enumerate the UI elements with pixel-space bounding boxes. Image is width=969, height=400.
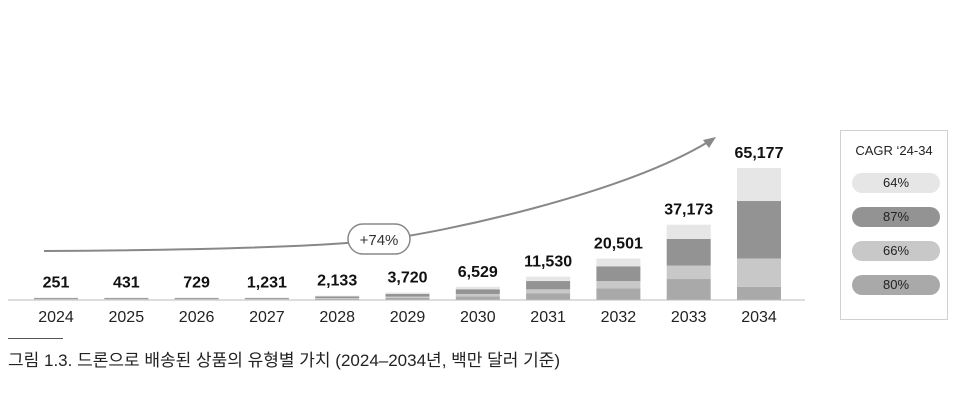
bar-2032-seg-2 <box>596 281 641 289</box>
bar-2029-seg-1 <box>385 297 430 300</box>
legend-item-4-label: 80% <box>882 277 910 292</box>
total-label-2031: 11,530 <box>524 254 572 271</box>
x-tick-2025: 2025 <box>109 309 145 326</box>
bar-2034-seg-4 <box>737 168 781 202</box>
legend-item-3-label: 66% <box>882 243 910 258</box>
bar-2034-seg-2 <box>737 258 781 287</box>
bar-2031-seg-4 <box>526 276 571 282</box>
x-tick-2029: 2029 <box>390 309 426 326</box>
x-tick-2030: 2030 <box>460 309 496 326</box>
bar-2032-seg-3 <box>596 266 641 282</box>
total-label-2033: 37,173 <box>664 202 713 219</box>
total-label-2030: 6,529 <box>458 264 498 281</box>
bar-2034-seg-1 <box>737 286 781 300</box>
bar-2032-seg-1 <box>596 288 641 300</box>
x-tick-2031: 2031 <box>530 309 566 326</box>
bar-2030-seg-1 <box>455 296 500 300</box>
x-tick-2026: 2026 <box>179 309 215 326</box>
bar-2031-seg-2 <box>526 289 571 294</box>
caption-rule <box>8 338 63 339</box>
labels-group: 251 2024 431 2025 729 2026 1,231 2027 2,133 2028 3… <box>38 145 783 326</box>
total-label-2034: 65,177 <box>735 145 784 162</box>
bar-2033-seg-1 <box>666 279 711 300</box>
x-tick-2033: 2033 <box>671 309 707 326</box>
legend-item-2: 87% <box>852 207 940 227</box>
bar-2027-seg-3 <box>244 297 289 299</box>
legend-title: CAGR ‘24-34 <box>855 143 933 158</box>
legend-item-1-label: 64% <box>882 175 910 190</box>
bar-2033-seg-3 <box>666 238 711 266</box>
bar-2029-seg-2 <box>385 296 430 298</box>
bar-2028-seg-2 <box>315 298 360 299</box>
total-label-2024: 251 <box>43 275 70 292</box>
figure-caption: 그림 1.3. 드론으로 배송된 상품의 유형별 가치 (2024–2034년,… <box>8 351 561 370</box>
total-label-2032: 20,501 <box>594 235 643 252</box>
total-label-2028: 2,133 <box>317 273 357 290</box>
bar-2030-seg-3 <box>455 289 500 294</box>
bar-2033-seg-4 <box>666 224 711 239</box>
x-tick-2027: 2027 <box>249 309 285 326</box>
x-tick-2028: 2028 <box>319 309 355 326</box>
legend-item-4: 80% <box>852 275 940 295</box>
bar-2026-seg-3 <box>174 297 219 299</box>
legend-item-2-label: 87% <box>882 209 910 224</box>
total-label-2029: 3,720 <box>387 269 427 286</box>
bar-2032-seg-4 <box>596 258 641 267</box>
bar-2029-seg-4 <box>385 292 430 294</box>
bar-2024-seg-3 <box>34 297 78 299</box>
bar-2034-seg-3 <box>737 201 781 259</box>
trend-arrowhead <box>703 137 716 148</box>
legend: CAGR ‘24-34 64% 87% 66% 80% <box>840 130 948 320</box>
bar-2028-seg-4 <box>315 295 360 297</box>
bar-2033-seg-2 <box>666 265 711 280</box>
legend-item-3: 66% <box>852 241 940 261</box>
total-label-2027: 1,231 <box>247 275 287 292</box>
bar-2029-seg-3 <box>385 293 430 297</box>
x-tick-2024: 2024 <box>38 309 74 326</box>
bar-2030-seg-2 <box>455 293 500 297</box>
growth-label: +74% <box>360 232 399 249</box>
bar-2031-seg-3 <box>526 281 571 290</box>
bar-2025-seg-3 <box>104 297 149 299</box>
x-tick-2032: 2032 <box>601 309 637 326</box>
bar-2030-seg-4 <box>455 286 500 290</box>
total-label-2026: 729 <box>183 275 210 292</box>
bars-group <box>34 168 781 300</box>
legend-item-1: 64% <box>852 173 940 193</box>
total-label-2025: 431 <box>113 275 140 292</box>
bar-2028-seg-1 <box>315 298 360 300</box>
growth-badge: +74% <box>347 223 411 255</box>
bar-2031-seg-1 <box>526 293 571 300</box>
x-tick-2034: 2034 <box>741 309 777 326</box>
bar-2028-seg-3 <box>315 296 360 299</box>
